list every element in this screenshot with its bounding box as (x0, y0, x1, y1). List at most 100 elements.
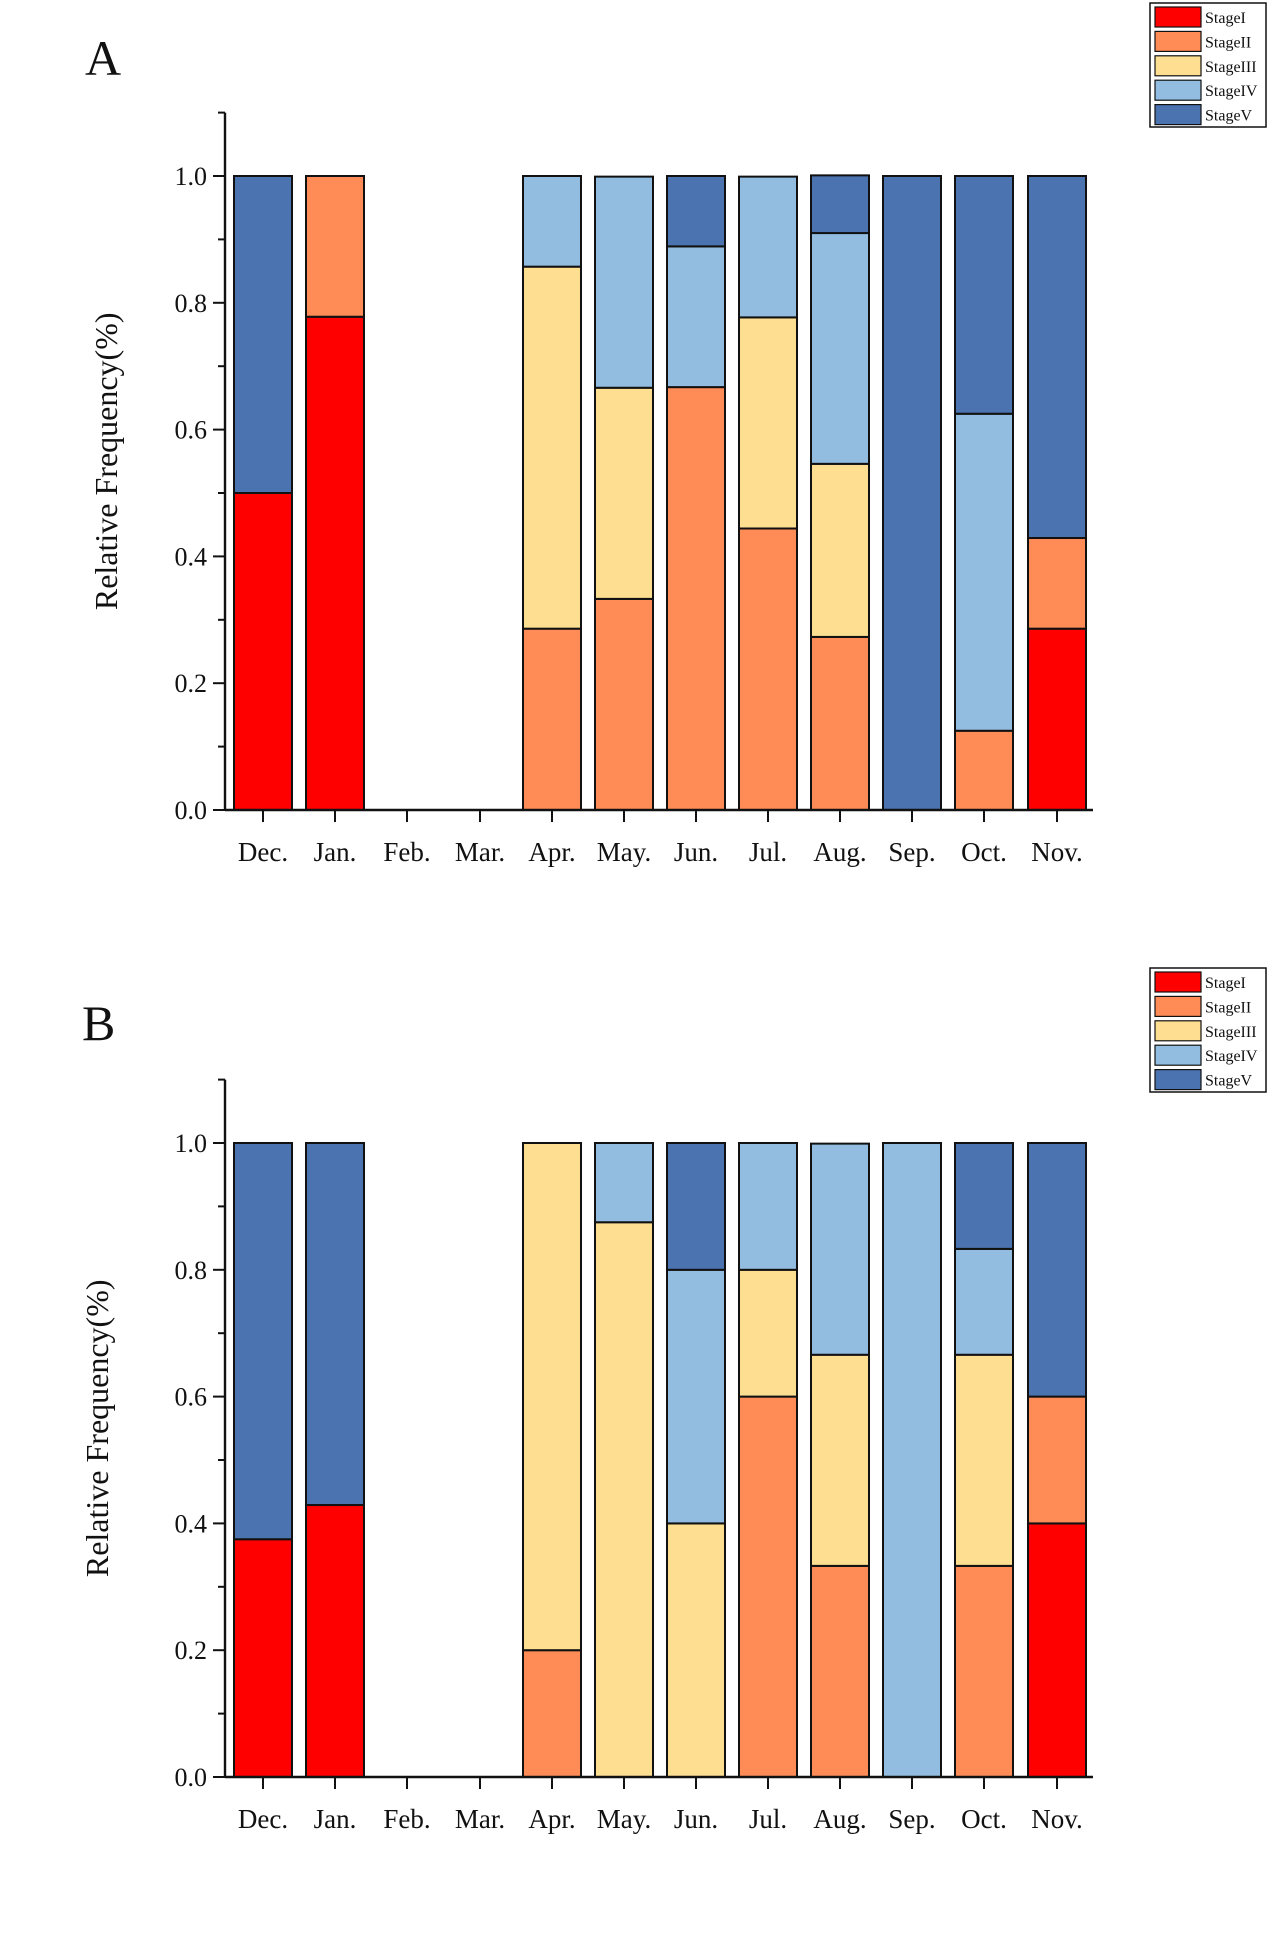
y-tick-label: 0.4 (175, 1509, 208, 1538)
bar-segment-stagei-1 (305, 315, 365, 811)
x-tick-label: Sep. (888, 837, 935, 867)
x-tick-label: Apr. (528, 837, 575, 867)
bar-segment-stageiii-6 (666, 1522, 726, 1779)
legend-swatch-stageiii (1154, 55, 1202, 77)
chart-panel-a: A 0.0 0.2 0.4 0.6 0.8 1.0 Dec. Jan. Feb. Mar. Apr. M… (85, 2, 1267, 867)
y-tick-label: 0.6 (175, 1383, 208, 1412)
legend-label: StageIII (1205, 59, 1257, 76)
x-tick-label: Nov. (1031, 1804, 1083, 1834)
x-tick-label: May. (597, 1804, 652, 1834)
legend-swatch-stageiv (1154, 79, 1202, 101)
x-tick-label: Nov. (1031, 837, 1083, 867)
bar-segment-stageiv-6 (666, 245, 726, 389)
bar-segment-stagev-1 (305, 1142, 365, 1507)
bar-segment-stageii-4 (522, 627, 582, 812)
bar-segment-stageii-5 (594, 597, 654, 811)
y-tick-label: 1.0 (175, 1129, 208, 1158)
y-tick-label: 0.0 (175, 796, 208, 825)
bar-segment-stageiii-7 (738, 316, 798, 530)
bar-segment-stagei-0 (233, 1538, 293, 1778)
legend-swatch-stageii (1154, 30, 1202, 52)
bar-segment-stageiii-10 (954, 1353, 1014, 1567)
x-tick-label: Jul. (749, 1804, 787, 1834)
legend: StageI StageII StageIII StageIV StageV (1149, 2, 1267, 128)
bar-segment-stageii-11 (1027, 537, 1087, 630)
legend-swatch-stagei (1154, 971, 1202, 993)
legend-label: StageII (1205, 34, 1251, 51)
panel-label: A (85, 30, 121, 86)
legend-label: StageIV (1205, 1048, 1258, 1065)
y-tick-label: 0.8 (175, 289, 208, 318)
bar-segment-stageiv-10 (954, 412, 1014, 732)
bar-segment-stageii-6 (666, 386, 726, 811)
legend-swatch-stageiii (1154, 1020, 1202, 1042)
bar-segment-stageiii-8 (810, 462, 870, 638)
y-tick-label: 0.4 (175, 542, 208, 571)
bar-segment-stageiv-8 (810, 232, 870, 465)
bar-segment-stagev-11 (1027, 1142, 1087, 1398)
x-tick-label: Dec. (238, 1804, 288, 1834)
bar-segment-stageiii-4 (522, 265, 582, 630)
x-tick-label: Mar. (455, 837, 505, 867)
bar-segment-stageiv-9 (882, 1142, 942, 1778)
x-tick-label: Feb. (383, 1804, 430, 1834)
x-tick-label: Jun. (674, 837, 718, 867)
bar-segment-stageiv-6 (666, 1268, 726, 1525)
y-tick-label: 0.2 (175, 669, 208, 698)
bar-segment-stageii-11 (1027, 1395, 1087, 1525)
x-tick-label: Dec. (238, 837, 288, 867)
x-tick-label: Mar. (455, 1804, 505, 1834)
bar-segment-stagev-0 (233, 175, 293, 494)
bar-segment-stageiv-7 (738, 175, 798, 319)
bar-segment-stagei-1 (305, 1504, 365, 1779)
bar-segment-stageii-1 (305, 175, 365, 318)
y-tick-label: 0.6 (175, 416, 208, 445)
legend-swatch-stageiv (1154, 1044, 1202, 1066)
bar-segment-stageiii-4 (522, 1142, 582, 1652)
x-tick-label: Feb. (383, 837, 430, 867)
bar-segment-stageii-7 (738, 1395, 798, 1778)
bar-segment-stageiii-8 (810, 1353, 870, 1567)
bar-segment-stageii-8 (810, 635, 870, 812)
bar-segment-stagev-10 (954, 175, 1014, 415)
x-tick-label: Oct. (961, 837, 1007, 867)
chart-panel-b: B 0.0 0.2 0.4 0.6 0.8 1.0 Dec. Jan. Feb. Mar. Apr. M… (79, 967, 1267, 1834)
legend-label: StageIII (1205, 1024, 1257, 1041)
y-axis-label: Relative Frequency(%) (88, 312, 124, 610)
bar-segment-stagei-11 (1027, 627, 1087, 812)
legend-label: StageI (1205, 975, 1246, 992)
bar-segment-stageii-8 (810, 1564, 870, 1779)
legend-swatch-stageii (1154, 995, 1202, 1018)
bar-segment-stageii-7 (738, 527, 798, 812)
bar-segment-stageii-4 (522, 1649, 582, 1778)
x-tick-label: Aug. (813, 1804, 866, 1834)
x-tick-label: Aug. (813, 837, 866, 867)
bar-segment-stageiii-7 (738, 1268, 798, 1398)
x-tick-label: Sep. (888, 1804, 935, 1834)
bar-segment-stageiii-5 (594, 1221, 654, 1778)
bar-segment-stagev-6 (666, 1142, 726, 1271)
y-tick-label: 0.8 (175, 1256, 208, 1285)
bar-segment-stagei-0 (233, 492, 293, 811)
legend-label: StageV (1205, 108, 1253, 125)
bar-segment-stageiii-5 (594, 386, 654, 600)
bar-segment-stageiv-8 (810, 1142, 870, 1356)
bar-segment-stagev-6 (666, 175, 726, 248)
bar-segment-stagev-8 (810, 174, 870, 235)
legend-swatch-stagev (1154, 1068, 1202, 1091)
legend-swatch-stagei (1154, 6, 1202, 28)
bar-segment-stageiv-5 (594, 175, 654, 389)
bar-segment-stagei-11 (1027, 1522, 1087, 1779)
legend-swatch-stagev (1154, 103, 1202, 126)
legend-label: StageI (1205, 10, 1246, 27)
legend: StageI StageII StageIII StageIV StageV (1149, 967, 1267, 1093)
legend-label: StageV (1205, 1073, 1253, 1090)
y-tick-label: 0.2 (175, 1636, 208, 1665)
legend-label: StageIV (1205, 83, 1258, 100)
bar-segment-stagev-11 (1027, 175, 1087, 540)
x-tick-label: Jul. (749, 837, 787, 867)
y-axis-label: Relative Frequency(%) (79, 1279, 115, 1577)
y-tick-label: 0.0 (175, 1763, 208, 1792)
